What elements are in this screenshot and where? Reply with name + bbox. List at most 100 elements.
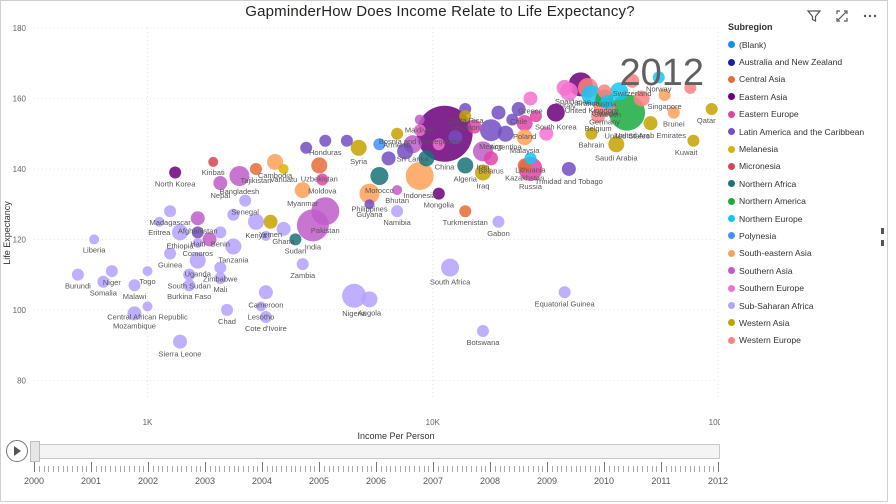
- data-point[interactable]: [585, 127, 598, 140]
- data-point[interactable]: [397, 143, 414, 160]
- year-label[interactable]: 2011: [651, 476, 671, 486]
- year-label[interactable]: 2004: [251, 476, 273, 486]
- data-point[interactable]: [667, 106, 680, 119]
- data-point[interactable]: [457, 157, 474, 174]
- data-point[interactable]: [414, 114, 425, 125]
- data-point[interactable]: [229, 166, 250, 186]
- data-point[interactable]: [300, 141, 313, 154]
- data-point[interactable]: [441, 258, 460, 277]
- data-point[interactable]: [316, 173, 329, 186]
- focus-mode-icon[interactable]: [834, 8, 850, 24]
- data-point[interactable]: [392, 185, 403, 196]
- data-point[interactable]: [523, 91, 538, 106]
- legend-item[interactable]: Polynesia: [728, 227, 888, 244]
- data-point[interactable]: [652, 71, 665, 84]
- data-point[interactable]: [405, 162, 434, 190]
- data-point[interactable]: [97, 275, 110, 288]
- data-point[interactable]: [413, 124, 426, 137]
- data-point[interactable]: [71, 268, 84, 281]
- data-point[interactable]: [684, 81, 697, 94]
- data-point[interactable]: [364, 199, 375, 210]
- data-point[interactable]: [467, 119, 482, 134]
- data-point[interactable]: [183, 279, 196, 292]
- data-point[interactable]: [391, 205, 404, 218]
- data-point[interactable]: [561, 161, 576, 176]
- data-point[interactable]: [381, 151, 396, 166]
- legend-item[interactable]: Northern America: [728, 193, 888, 210]
- data-point[interactable]: [142, 301, 153, 312]
- data-point[interactable]: [247, 213, 264, 230]
- legend-item[interactable]: Eastern Europe: [728, 106, 888, 123]
- data-point[interactable]: [546, 103, 565, 122]
- data-point[interactable]: [208, 156, 219, 167]
- data-point[interactable]: [183, 268, 196, 281]
- data-point[interactable]: [511, 102, 526, 117]
- data-point[interactable]: [311, 157, 328, 174]
- data-point[interactable]: [164, 247, 177, 260]
- data-point[interactable]: [361, 291, 378, 308]
- data-point[interactable]: [342, 283, 367, 308]
- data-point[interactable]: [172, 224, 189, 241]
- data-point[interactable]: [597, 84, 612, 99]
- data-point[interactable]: [529, 110, 542, 123]
- data-point[interactable]: [319, 134, 332, 147]
- data-point[interactable]: [221, 303, 234, 316]
- data-point[interactable]: [539, 126, 554, 141]
- data-point[interactable]: [127, 306, 142, 321]
- data-point[interactable]: [213, 176, 228, 191]
- data-point[interactable]: [350, 139, 367, 156]
- data-point[interactable]: [276, 221, 291, 236]
- data-point[interactable]: [610, 82, 629, 101]
- data-point[interactable]: [169, 166, 182, 179]
- data-point[interactable]: [373, 138, 386, 151]
- data-point[interactable]: [225, 238, 242, 255]
- data-point[interactable]: [191, 226, 204, 239]
- year-label[interactable]: 2003: [194, 476, 216, 486]
- data-point[interactable]: [416, 105, 473, 162]
- data-point[interactable]: [214, 261, 227, 274]
- data-point[interactable]: [658, 88, 671, 101]
- data-point[interactable]: [459, 110, 472, 123]
- data-point[interactable]: [260, 230, 271, 241]
- year-label[interactable]: 2012: [707, 476, 729, 486]
- year-label[interactable]: 2007: [422, 476, 444, 486]
- data-point[interactable]: [256, 301, 267, 312]
- data-point[interactable]: [476, 325, 489, 338]
- data-point[interactable]: [89, 234, 100, 245]
- data-point[interactable]: [591, 109, 606, 124]
- data-point[interactable]: [192, 237, 203, 248]
- legend-item[interactable]: South-eastern Asia: [728, 245, 888, 262]
- year-label[interactable]: 2005: [308, 476, 330, 486]
- data-point[interactable]: [687, 134, 700, 147]
- play-axis-timeline[interactable]: 2000 2001 2002 2003 2004 2005 2006 2007 2008 2009…: [0, 462, 896, 502]
- data-point[interactable]: [459, 205, 472, 218]
- data-point[interactable]: [506, 113, 519, 126]
- data-point[interactable]: [154, 216, 165, 227]
- legend-item[interactable]: Northern Europe: [728, 210, 888, 227]
- play-button[interactable]: [6, 440, 28, 462]
- data-point[interactable]: [600, 95, 615, 109]
- year-label[interactable]: 2006: [365, 476, 387, 486]
- data-point[interactable]: [643, 116, 658, 131]
- data-point[interactable]: [239, 194, 252, 207]
- data-point[interactable]: [214, 226, 227, 239]
- data-point[interactable]: [491, 105, 506, 120]
- year-label[interactable]: 2009: [536, 476, 558, 486]
- data-point[interactable]: [432, 138, 445, 151]
- data-point[interactable]: [359, 183, 380, 204]
- data-point[interactable]: [556, 79, 573, 96]
- legend-item[interactable]: Latin America and the Caribbean: [728, 123, 888, 140]
- data-point[interactable]: [249, 162, 262, 175]
- resize-grip[interactable]: [881, 240, 884, 246]
- year-label[interactable]: 2008: [479, 476, 501, 486]
- data-point[interactable]: [340, 134, 353, 147]
- year-label[interactable]: 2000: [23, 476, 45, 486]
- data-point[interactable]: [516, 129, 533, 146]
- legend-item[interactable]: Sub-Saharan Africa: [728, 297, 888, 314]
- data-point[interactable]: [278, 163, 289, 174]
- data-point[interactable]: [479, 119, 502, 142]
- legend-item[interactable]: (Blank): [728, 36, 888, 53]
- data-point[interactable]: [173, 334, 188, 349]
- data-point[interactable]: [483, 151, 498, 166]
- data-point[interactable]: [105, 265, 118, 278]
